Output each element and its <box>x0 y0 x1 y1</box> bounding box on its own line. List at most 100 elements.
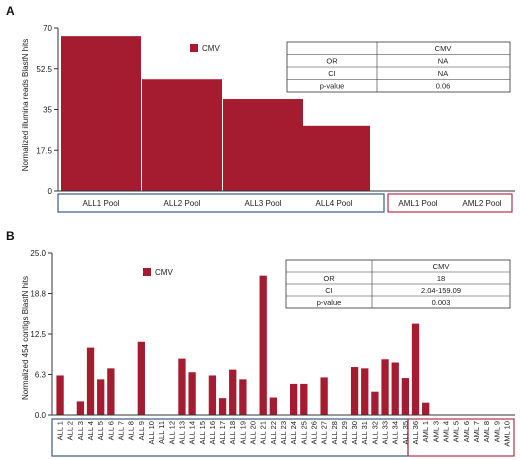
panel-b-category-label: ALL 22 <box>269 421 278 445</box>
panel-a-bar <box>61 36 141 192</box>
panel-b-y-axis: 0.0 6.3 12.5 18.8 25.0 <box>30 249 53 420</box>
panel-a: A Normalized illumina reads BlastN hits … <box>6 4 515 213</box>
panel-b-letter: B <box>6 229 15 243</box>
panel-b-category-label: ALL 6 <box>106 421 115 440</box>
panel-b-bar <box>137 341 145 415</box>
panel-b-bar <box>76 401 85 415</box>
panel-b-category-label: ALL 33 <box>381 421 390 445</box>
panel-b-bar <box>259 275 267 415</box>
panel-b-category-label: ALL 7 <box>117 421 126 440</box>
panel-a-category-label: ALL4 Pool <box>316 199 353 208</box>
panel-b-bar <box>107 368 115 415</box>
panel-b-category-label: ALL 23 <box>279 421 288 445</box>
panel-a-table-row-value: NA <box>438 69 448 78</box>
panel-b-bar <box>350 367 359 415</box>
panel-b-category-label: ALL 32 <box>370 421 379 445</box>
panel-b-category-labels: ALL 1 ALL 2 ALL 3 ALL 4 ALL 5 ALL 6 ALL 7 ALL 8… <box>56 421 512 447</box>
panel-a-bars <box>61 36 370 192</box>
panel-b-table-row-value: 18 <box>437 274 445 283</box>
panel-b-category-label: ALL 11 <box>157 421 166 444</box>
panel-b-bar <box>269 397 278 415</box>
panel-b-category-label: AML 5 <box>452 421 461 442</box>
panel-b-category-label: ALL 5 <box>96 421 105 440</box>
panel-a-legend-label: CMV <box>202 44 220 53</box>
panel-b-category-label: ALL 9 <box>137 421 146 440</box>
panel-b-category-label: ALL 35 <box>401 421 410 445</box>
panel-b-table-header: CMV <box>433 262 450 271</box>
panel-b-category-label: ALL 4 <box>86 421 95 440</box>
panel-b-category-label: ALL 12 <box>167 421 176 445</box>
panel-b-bar <box>411 323 420 415</box>
panel-b-category-label: ALL 26 <box>309 421 318 445</box>
panel-a-table-header: CMV <box>435 44 452 53</box>
panel-b-y-axis-label: Normalized 454 contigs BlastN hits <box>21 276 30 400</box>
panel-b-category-label: AML 1 <box>421 421 430 442</box>
panel-b-category-label: AML 7 <box>472 421 481 442</box>
panel-b-category-label: ALL 1 <box>56 421 65 440</box>
panel-b-category-label: ALL 3 <box>76 421 85 440</box>
panel-a-legend-swatch <box>190 44 198 52</box>
panel-b-table-row-value: 2.04-159.09 <box>421 286 461 295</box>
panel-b-category-label: ALL 27 <box>320 421 329 445</box>
panel-a-table-row-value: 0.06 <box>436 82 451 91</box>
panel-a-y-tick-label: 0 <box>48 187 53 196</box>
panel-b-bar <box>208 375 217 415</box>
panel-a-category-label: ALL1 Pool <box>83 199 120 208</box>
panel-b-category-label: ALL 20 <box>249 421 258 445</box>
panel-b-category-label: ALL 2 <box>66 421 75 440</box>
panel-b-bar <box>229 369 237 415</box>
panel-a-y-tick-label: 52.5 <box>36 65 52 74</box>
panel-b-table-row-label: p-value <box>317 298 342 307</box>
panel-b-bar <box>218 398 227 415</box>
panel-b-category-label: AML 4 <box>441 421 450 442</box>
panel-b-category-label: AML 3 <box>431 421 440 442</box>
panel-a-y-axis-label: Normalized illumina reads BlastN hits <box>21 39 30 172</box>
panel-a-category-label: ALL3 Pool <box>245 199 282 208</box>
panel-a-y-tick-label: 17.5 <box>36 146 52 155</box>
panel-b-category-label: AML 6 <box>462 421 471 442</box>
panel-b-aml-group-box <box>407 418 515 457</box>
panel-b-category-label: ALL 21 <box>259 421 268 445</box>
panel-b-category-label: ALL 28 <box>330 421 339 445</box>
panel-b-category-label: ALL 25 <box>299 421 308 445</box>
panel-b-bar <box>300 383 308 415</box>
panel-b-category-label: ALL 31 <box>360 421 369 445</box>
panel-a-stats-table: CMV OR NA CI NA p-value 0.06 <box>286 41 511 93</box>
panel-b-bar <box>97 379 105 415</box>
panel-b-legend-label: CMV <box>155 268 173 277</box>
panel-b-bars <box>56 275 430 415</box>
panel-b-y-tick-label: 12.5 <box>30 330 46 339</box>
panel-a-bar <box>142 79 222 191</box>
panel-b-table-row-label: CI <box>325 286 333 295</box>
panel-b-category-label: ALL 19 <box>238 421 247 445</box>
panel-b-category-label: AML 10 <box>502 421 511 447</box>
panel-b-bar <box>401 378 410 415</box>
panel-b-category-label: ALL 30 <box>350 421 359 445</box>
panel-b-category-label: AML 8 <box>482 421 491 442</box>
panel-b-bar <box>391 362 399 415</box>
panel-b-category-label: ALL 13 <box>177 421 186 445</box>
panel-a-all-group-box <box>57 193 385 213</box>
panel-a-table-row-label: CI <box>328 69 336 78</box>
panel-a-category-labels: ALL1 Pool ALL2 Pool ALL3 Pool ALL4 Pool AML1… <box>83 199 502 208</box>
panel-b-category-label: ALL 8 <box>127 421 136 440</box>
panel-b-table-row-label: OR <box>323 274 335 283</box>
panel-a-letter: A <box>6 4 15 18</box>
panel-b-category-label: ALL 17 <box>218 421 227 445</box>
panel-b-bar <box>178 358 186 415</box>
panel-b-category-label: ALL 10 <box>147 421 156 445</box>
panel-b-bar <box>86 347 95 415</box>
panel-a-category-label: ALL2 Pool <box>164 199 201 208</box>
panel-b-y-tick-label: 25.0 <box>30 249 46 258</box>
panel-b-stats-table: CMV OR 18 CI 2.04-159.09 p-value 0.003 <box>285 259 511 309</box>
panel-b-category-label: ALL 29 <box>340 421 349 445</box>
panel-b-bar <box>188 372 196 415</box>
panel-a-bar <box>223 99 303 191</box>
panel-b: B Normalized 454 contigs BlastN hits 0.0… <box>6 229 515 457</box>
panel-b-category-label: ALL 14 <box>188 421 197 445</box>
panel-b-category-label: ALL 24 <box>289 421 298 445</box>
panel-a-y-tick-label: 70 <box>43 24 52 33</box>
panel-b-category-label: AML 9 <box>492 421 501 442</box>
panel-b-bar <box>361 368 369 415</box>
